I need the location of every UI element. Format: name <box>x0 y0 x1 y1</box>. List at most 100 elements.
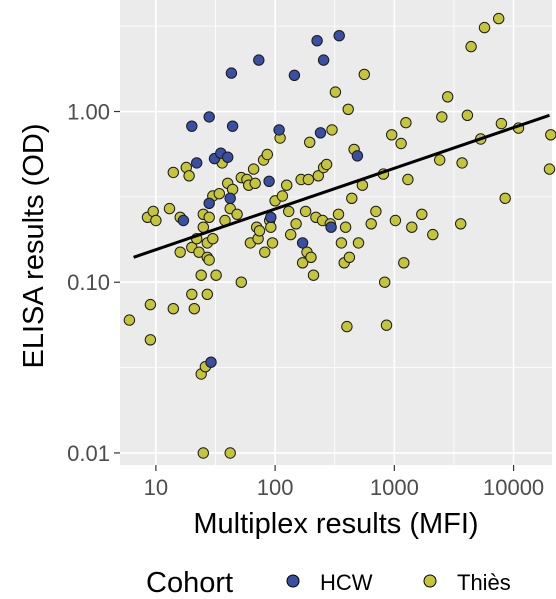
legend-swatch-thies <box>423 574 437 588</box>
data-point-thi-s <box>379 276 391 288</box>
data-point-hcw <box>186 120 198 132</box>
data-point-thi-s <box>283 205 295 218</box>
data-point-hcw <box>205 356 217 368</box>
data-point-thi-s <box>203 254 215 266</box>
trend-line <box>133 113 550 259</box>
data-point-thi-s <box>326 124 338 136</box>
data-point-thi-s <box>213 188 226 200</box>
data-point-thi-s <box>183 170 195 182</box>
data-point-thi-s <box>195 269 207 281</box>
data-point-thi-s <box>332 208 345 221</box>
data-point-thi-s <box>416 208 428 221</box>
data-point-thi-s <box>493 12 505 25</box>
data-point-thi-s <box>427 228 439 241</box>
y-tick-label: 1.00 <box>67 100 110 125</box>
data-point-thi-s <box>299 205 312 218</box>
data-point-thi-s <box>389 214 402 227</box>
data-point-thi-s <box>224 447 236 459</box>
data-point-thi-s <box>335 237 348 249</box>
data-point-thi-s <box>436 111 448 123</box>
data-point-thi-s <box>461 109 474 122</box>
data-point-thi-s <box>339 221 352 233</box>
data-point-thi-s <box>231 208 243 221</box>
data-point-thi-s <box>193 246 205 258</box>
data-point-hcw <box>177 214 190 227</box>
data-point-thi-s <box>123 314 136 326</box>
data-point-thi-s <box>247 163 260 175</box>
data-point-thi-s <box>495 117 508 130</box>
x-axis-title: Multiplex results (MFI) <box>193 508 478 540</box>
legend-label-thies: Thiès <box>457 570 511 595</box>
data-point-thi-s <box>320 158 333 171</box>
x-tick-label: 100 <box>257 475 294 500</box>
data-point-thi-s <box>150 214 162 227</box>
data-point-thi-s <box>285 228 297 241</box>
data-point-thi-s <box>352 237 365 249</box>
data-point-thi-s <box>398 257 410 269</box>
plot-panel <box>120 0 552 465</box>
data-point-thi-s <box>253 225 266 237</box>
data-point-thi-s <box>304 136 316 149</box>
data-point-thi-s <box>207 233 219 245</box>
data-point-thi-s <box>343 251 356 263</box>
data-point-hcw <box>325 221 337 233</box>
x-axis-ticks: 10 100 1000 10000 <box>144 465 544 500</box>
y-tick-label: 0.01 <box>67 441 110 466</box>
data-point-hcw <box>311 35 323 47</box>
data-point-thi-s <box>144 334 157 346</box>
data-point-hcw <box>222 151 234 163</box>
data-point-thi-s <box>290 218 302 230</box>
data-point-thi-s <box>545 129 556 141</box>
data-point-thi-s <box>167 166 180 179</box>
data-point-thi-s <box>386 129 398 141</box>
data-point-thi-s <box>370 205 382 218</box>
data-point-hcw <box>288 69 301 82</box>
data-point-hcw <box>203 111 215 123</box>
x-tick-label: 1000 <box>370 475 419 500</box>
data-point-thi-s <box>358 68 370 81</box>
data-point-hcw <box>317 54 330 66</box>
data-point-hcw <box>333 30 345 42</box>
data-point-thi-s <box>406 221 418 233</box>
data-point-thi-s <box>465 40 477 53</box>
data-point-hcw <box>296 237 309 249</box>
data-point-thi-s <box>543 163 556 175</box>
data-point-thi-s <box>276 190 289 202</box>
data-point-thi-s <box>261 148 273 161</box>
data-point-hcw <box>253 54 265 66</box>
data-point-thi-s <box>400 117 412 129</box>
data-point-hcw <box>226 120 239 132</box>
data-point-hcw <box>225 67 238 79</box>
data-point-hcw <box>351 150 364 162</box>
data-point-thi-s <box>342 103 354 116</box>
major-gridlines <box>120 0 552 465</box>
x-tick-label: 10000 <box>483 475 544 500</box>
legend-swatch-hcw <box>286 574 300 588</box>
data-point-thi-s <box>249 177 261 190</box>
data-point-thi-s <box>395 137 407 150</box>
data-point-thi-s <box>167 303 180 315</box>
data-point-thi-s <box>365 218 377 230</box>
data-point-hcw <box>191 157 203 169</box>
data-point-hcw <box>263 175 275 188</box>
data-point-thi-s <box>402 173 414 186</box>
data-point-thi-s <box>434 154 446 166</box>
y-tick-label: 0.10 <box>67 270 110 295</box>
data-point-thi-s <box>259 246 271 258</box>
data-point-thi-s <box>174 246 186 258</box>
x-tick-label: 10 <box>144 475 168 500</box>
data-point-hcw <box>203 197 215 210</box>
data-point-hcw <box>265 211 277 224</box>
data-point-thi-s <box>499 192 511 205</box>
data-point-thi-s <box>203 211 215 224</box>
data-point-thi-s <box>201 288 214 300</box>
data-point-thi-s <box>341 320 353 333</box>
data-point-thi-s <box>442 91 454 103</box>
legend: Cohort HCW Thiès <box>146 567 511 599</box>
legend-title: Cohort <box>146 567 233 599</box>
data-point-thi-s <box>188 303 201 315</box>
data-point-thi-s <box>197 447 210 459</box>
data-point-thi-s <box>456 157 468 169</box>
data-point-thi-s <box>312 170 324 182</box>
